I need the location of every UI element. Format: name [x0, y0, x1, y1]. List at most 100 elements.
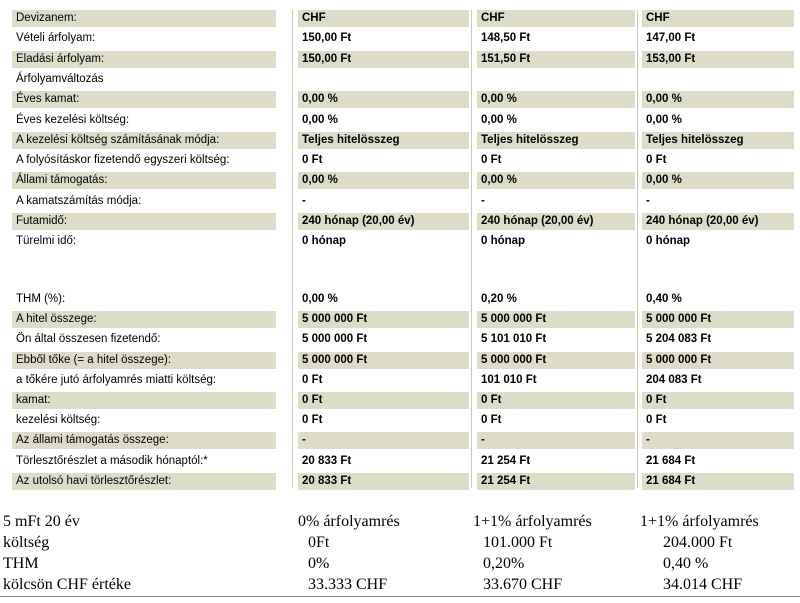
value-cell-col1: 20 833 Ft — [298, 453, 469, 470]
value-cell-col3: CHF — [642, 10, 794, 27]
value-cell-col1: 0,00 % — [298, 91, 469, 108]
value-cell-col2: 5 000 000 Ft — [477, 352, 635, 369]
value-cell-col2: - — [477, 193, 635, 210]
column-separator — [471, 10, 472, 488]
value-cell-col3: 0 Ft — [642, 392, 794, 409]
row-label: A hitel összege: — [12, 311, 276, 328]
value-cell-col3: Teljes hitelösszeg — [642, 132, 794, 149]
value-cell-col2: 0,00 % — [477, 112, 635, 129]
value-cell-col2: 0,20 % — [477, 291, 635, 308]
summary-col1: 0Ft — [308, 534, 330, 551]
row-label: Éves kamat: — [12, 91, 276, 108]
value-cell-col2 — [477, 71, 635, 88]
value-cell-col3: 0 hónap — [642, 233, 794, 250]
value-cell-col2: 101 010 Ft — [477, 372, 635, 389]
row-label: Futamidő: — [12, 213, 276, 230]
value-cell-col1: 240 hónap (20,00 év) — [298, 213, 469, 230]
value-cell-col1 — [298, 71, 469, 88]
summary-label: kölcsön CHF értéke — [3, 576, 131, 593]
value-cell-col1: CHF — [298, 10, 469, 27]
row-label: kamat: — [12, 392, 276, 409]
value-cell-col2: 21 254 Ft — [477, 473, 635, 490]
summary-label: 5 mFt 20 év — [3, 513, 80, 530]
value-cell-col2: 0,00 % — [477, 91, 635, 108]
value-cell-col1: 0,00 % — [298, 112, 469, 129]
value-cell-col2: 0,00 % — [477, 172, 635, 189]
summary-label: költség — [3, 534, 50, 551]
value-cell-col1: 0 Ft — [298, 392, 469, 409]
value-cell-col3: - — [642, 432, 794, 449]
row-label: A folyósításkor fizetendő egyszeri költs… — [12, 152, 276, 169]
value-cell-col3: 21 684 Ft — [642, 453, 794, 470]
value-cell-col2: 5 101 010 Ft — [477, 331, 635, 348]
value-cell-col1: 0,00 % — [298, 291, 469, 308]
value-cell-col1: 0 Ft — [298, 412, 469, 429]
value-cell-col3: - — [642, 193, 794, 210]
summary-col3: 0,40 % — [663, 555, 709, 572]
value-cell-col1: 5 000 000 Ft — [298, 311, 469, 328]
value-cell-col2: CHF — [477, 10, 635, 27]
bottom-divider — [0, 596, 800, 597]
value-cell-col1: 0 Ft — [298, 372, 469, 389]
row-label: A kamatszámítás módja: — [12, 193, 276, 210]
value-cell-col2: Teljes hitelösszeg — [477, 132, 635, 149]
row-label: Ön által összesen fizetendő: — [12, 331, 276, 348]
summary-col1: 0% árfolyamrés — [298, 513, 400, 530]
value-cell-col2: - — [477, 432, 635, 449]
value-cell-col3: 21 684 Ft — [642, 473, 794, 490]
value-cell-col3: 0 Ft — [642, 412, 794, 429]
value-cell-col1: - — [298, 432, 469, 449]
row-label: Törlesztőrészlet a második hónaptól:* — [12, 453, 276, 470]
summary-col2: 1+1% árfolyamrés — [473, 513, 592, 530]
summary-col2: 0,20% — [483, 555, 525, 572]
value-cell-col2: 0 Ft — [477, 392, 635, 409]
summary-col3: 204.000 Ft — [663, 534, 733, 551]
row-label: Ebből tőke (= a hitel összege): — [12, 352, 276, 369]
value-cell-col2: 0 Ft — [477, 152, 635, 169]
value-cell-col3: 0,40 % — [642, 291, 794, 308]
row-label: Állami támogatás: — [12, 172, 276, 189]
value-cell-col3: 0,00 % — [642, 91, 794, 108]
value-cell-col1: 0,00 % — [298, 172, 469, 189]
row-label: THM (%): — [12, 291, 276, 308]
summary-col2: 33.670 CHF — [483, 576, 563, 593]
row-label: Türelmi idő: — [12, 233, 276, 250]
value-cell-col1: 5 000 000 Ft — [298, 331, 469, 348]
summary-col3: 1+1% árfolyamrés — [640, 513, 759, 530]
row-label: A kezelési költség számításának módja: — [12, 132, 276, 149]
column-separator — [637, 10, 638, 488]
column-separator — [292, 10, 293, 488]
summary-col1: 33.333 CHF — [308, 576, 388, 593]
value-cell-col1: 0 Ft — [298, 152, 469, 169]
summary-label: THM — [3, 555, 39, 572]
row-label: Éves kezelési költség: — [12, 112, 276, 129]
summary-col3: 34.014 CHF — [663, 576, 743, 593]
value-cell-col3 — [642, 71, 794, 88]
row-label: Az állami támogatás összege: — [12, 432, 276, 449]
summary-col1: 0% — [308, 555, 330, 572]
value-cell-col1: 0 hónap — [298, 233, 469, 250]
value-cell-col1: 20 833 Ft — [298, 473, 469, 490]
value-cell-col1: - — [298, 193, 469, 210]
value-cell-col2: 0 Ft — [477, 412, 635, 429]
value-cell-col3: 5 204 083 Ft — [642, 331, 794, 348]
value-cell-col2: 148,50 Ft — [477, 30, 635, 47]
value-cell-col3: 0,00 % — [642, 172, 794, 189]
value-cell-col2: 0 hónap — [477, 233, 635, 250]
value-cell-col2: 21 254 Ft — [477, 453, 635, 470]
value-cell-col3: 204 083 Ft — [642, 372, 794, 389]
value-cell-col1: Teljes hitelösszeg — [298, 132, 469, 149]
row-label: Devizanem: — [12, 10, 276, 27]
value-cell-col1: 150,00 Ft — [298, 51, 469, 68]
value-cell-col3: 0 Ft — [642, 152, 794, 169]
value-cell-col1: 5 000 000 Ft — [298, 352, 469, 369]
value-cell-col3: 153,00 Ft — [642, 51, 794, 68]
value-cell-col2: 151,50 Ft — [477, 51, 635, 68]
value-cell-col3: 240 hónap (20,00 év) — [642, 213, 794, 230]
row-label: Árfolyamváltozás — [12, 71, 276, 88]
value-cell-col1: 150,00 Ft — [298, 30, 469, 47]
value-cell-col2: 240 hónap (20,00 év) — [477, 213, 635, 230]
value-cell-col3: 5 000 000 Ft — [642, 352, 794, 369]
value-cell-col3: 0,00 % — [642, 112, 794, 129]
row-label: Vételi árfolyam: — [12, 30, 276, 47]
